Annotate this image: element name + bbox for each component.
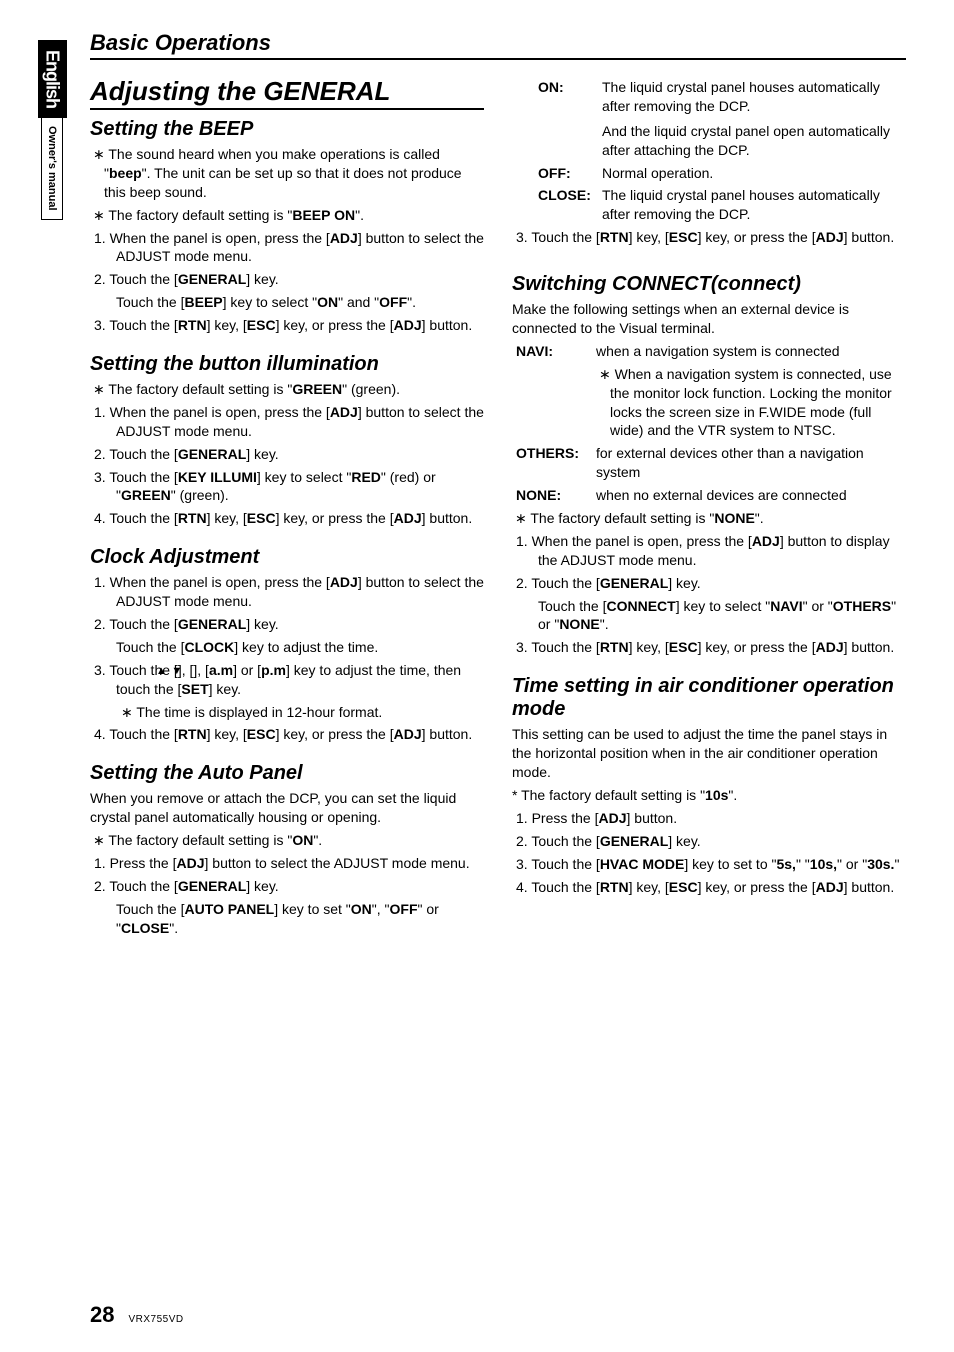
paragraph: When you remove or attach the DCP, you c…: [90, 789, 484, 827]
step: 3. Touch the [HVAC MODE] key to set to "…: [512, 855, 906, 874]
step: 4. Touch the [RTN] key, [ESC] key, or pr…: [90, 725, 484, 744]
subsection-title: Time setting in air conditioner operatio…: [512, 675, 906, 721]
subsection-title: Switching CONNECT(connect): [512, 273, 906, 296]
step: 2. Touch the [GENERAL] key.: [512, 832, 906, 851]
step: 2. Touch the [GENERAL] key.: [512, 574, 906, 593]
step: 2. Touch the [GENERAL] key.: [90, 445, 484, 464]
step: 3. Touch the [KEY ILLUMI] key to select …: [90, 468, 484, 506]
step: 4. Touch the [RTN] key, [ESC] key, or pr…: [512, 878, 906, 897]
definition: ON: The liquid crystal panel houses auto…: [512, 78, 906, 116]
note: * The factory default setting is "10s".: [512, 786, 906, 805]
note: The factory default setting is "ON".: [90, 831, 484, 850]
step: 1. When the panel is open, press the [AD…: [90, 403, 484, 441]
definition: OTHERS: for external devices other than …: [512, 444, 906, 482]
chapter-title: Basic Operations: [90, 30, 906, 60]
step: 3. Touch the [▲], [▼], [a.m] or [p.m] ke…: [90, 661, 484, 699]
right-column: ON: The liquid crystal panel houses auto…: [512, 72, 906, 942]
page-number: 28: [90, 1302, 114, 1328]
step-detail: Touch the [BEEP] key to select "ON" and …: [90, 293, 484, 312]
step: 1. When the panel is open, press the [AD…: [90, 573, 484, 611]
page-content: Basic Operations Adjusting the GENERAL S…: [90, 30, 906, 942]
note: The sound heard when you make operations…: [90, 145, 484, 202]
sub-note: The time is displayed in 12-hour format.: [90, 703, 484, 722]
step: 3. Touch the [RTN] key, [ESC] key, or pr…: [512, 228, 906, 247]
step: 1. When the panel is open, press the [AD…: [512, 532, 906, 570]
side-tab-label: Owner's manual: [41, 118, 63, 220]
paragraph: Make the following settings when an exte…: [512, 300, 906, 338]
definition: OFF: Normal operation.: [512, 164, 906, 183]
subsection-title: Clock Adjustment: [90, 546, 484, 569]
step: 4. Touch the [RTN] key, [ESC] key, or pr…: [90, 509, 484, 528]
left-column: Adjusting the GENERAL Setting the BEEP T…: [90, 72, 484, 942]
step: 2. Touch the [GENERAL] key.: [90, 615, 484, 634]
paragraph: This setting can be used to adjust the t…: [512, 725, 906, 782]
page-footer: 28 VRX755VD: [90, 1302, 184, 1328]
step: 3. Touch the [RTN] key, [ESC] key, or pr…: [512, 638, 906, 657]
step-detail: Touch the [CONNECT] key to select "NAVI"…: [512, 597, 906, 635]
step: 2. Touch the [GENERAL] key.: [90, 270, 484, 289]
subsection-title: Setting the button illumination: [90, 353, 484, 376]
step-detail: Touch the [AUTO PANEL] key to set "ON", …: [90, 900, 484, 938]
definition-cont: And the liquid crystal panel open automa…: [512, 122, 906, 160]
step: 2. Touch the [GENERAL] key.: [90, 877, 484, 896]
step: 3. Touch the [RTN] key, [ESC] key, or pr…: [90, 316, 484, 335]
section-title: Adjusting the GENERAL: [90, 76, 484, 110]
side-tab: English Owner's manual: [38, 40, 66, 220]
definition: CLOSE: The liquid crystal panel houses a…: [512, 186, 906, 224]
columns: Adjusting the GENERAL Setting the BEEP T…: [90, 72, 906, 942]
subsection-title: Setting the Auto Panel: [90, 762, 484, 785]
step-detail: Touch the [CLOCK] key to adjust the time…: [90, 638, 484, 657]
note: The factory default setting is "BEEP ON"…: [90, 206, 484, 225]
step: 1. Press the [ADJ] button.: [512, 809, 906, 828]
step: 1. Press the [ADJ] button to select the …: [90, 854, 484, 873]
model-code: VRX755VD: [128, 1314, 183, 1325]
definition-note: When a navigation system is connected, u…: [512, 365, 906, 441]
definition: NONE: when no external devices are conne…: [512, 486, 906, 505]
definition: NAVI: when a navigation system is connec…: [512, 342, 906, 361]
subsection-title: Setting the BEEP: [90, 118, 484, 141]
note: The factory default setting is "GREEN" (…: [90, 380, 484, 399]
note: The factory default setting is "NONE".: [512, 509, 906, 528]
side-tab-lang: English: [38, 40, 67, 118]
step: 1. When the panel is open, press the [AD…: [90, 229, 484, 267]
